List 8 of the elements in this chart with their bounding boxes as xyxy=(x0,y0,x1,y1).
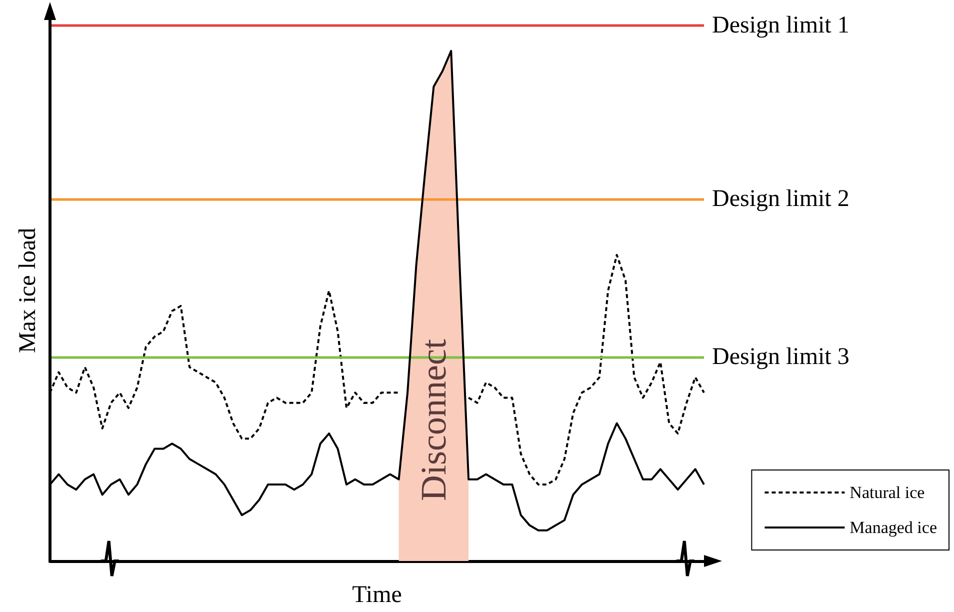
legend-label: Managed ice xyxy=(850,518,938,537)
legend-label: Natural ice xyxy=(850,483,925,502)
ref-line-label: Design limit 3 xyxy=(712,344,850,370)
x-axis-title: Time xyxy=(352,582,402,608)
annotation: Disconnect xyxy=(414,339,454,501)
ref-line-label: Design limit 2 xyxy=(712,186,850,212)
ref-line-label: Design limit 1 xyxy=(712,12,850,38)
y-axis-title: Max ice load xyxy=(15,228,41,354)
